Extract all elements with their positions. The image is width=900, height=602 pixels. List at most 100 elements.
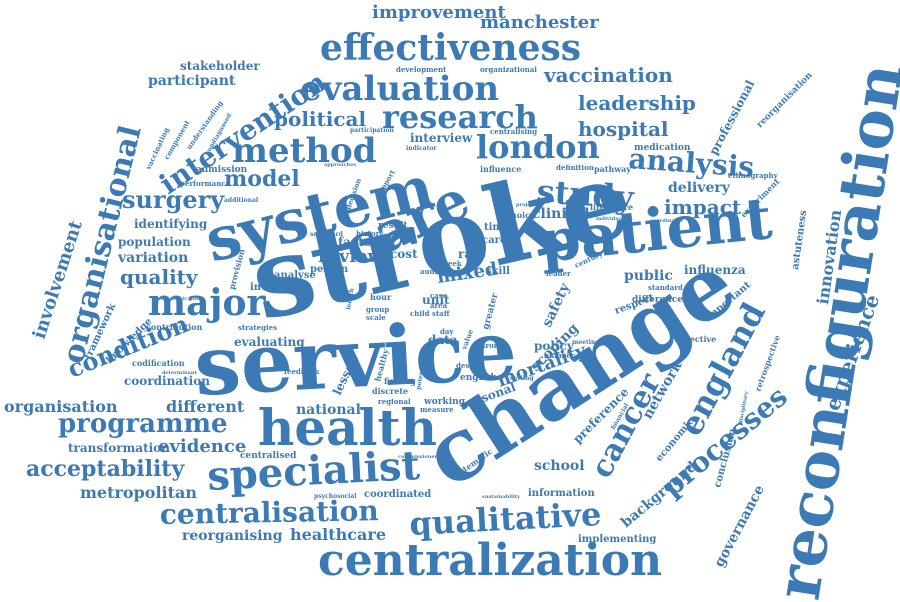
word-organizational: organizational — [480, 65, 537, 74]
word-project: project — [516, 202, 537, 208]
word-indicator: indicator — [406, 145, 437, 152]
word-standard: standard — [648, 283, 683, 292]
word-surgery: surgery — [122, 185, 225, 214]
word-variation: variation — [117, 250, 188, 266]
word-evaluating: evaluating — [234, 335, 305, 349]
word-measure: measure — [420, 405, 454, 414]
word-design: design — [456, 361, 482, 370]
word-policy: policy — [534, 339, 575, 353]
word-background: background — [618, 458, 700, 531]
word-influenza: influenza — [684, 263, 746, 277]
word-ethnography: ethnography — [728, 171, 779, 180]
word-disciplinary: disciplinary — [738, 390, 750, 424]
word-development: development — [396, 65, 447, 74]
word-codification: codification — [132, 358, 185, 368]
word-implementing: implementing — [578, 534, 656, 545]
word-organisation: organisation — [4, 397, 118, 416]
word-individual: individual — [596, 216, 624, 222]
word-sustainability: sustainability — [482, 494, 521, 500]
word-interview: interview — [410, 131, 473, 145]
word-centralised: centralised — [240, 451, 297, 461]
word-literature: literature — [590, 202, 633, 212]
word-stakeholder: stakeholder — [180, 59, 260, 73]
word-area: area — [430, 301, 448, 310]
word-person: person — [310, 264, 349, 275]
word-commissioner: commissioner — [398, 454, 438, 460]
word-working: working — [423, 397, 466, 407]
word-approaches: approaches — [324, 162, 356, 168]
word-public: public — [624, 268, 673, 284]
word-performance: performance — [180, 179, 231, 188]
word-communication: communication — [158, 296, 202, 302]
word-professional: professional — [706, 77, 757, 157]
word-audit: audit — [420, 267, 441, 276]
word-week: week — [441, 259, 462, 268]
word-school: school — [534, 458, 585, 474]
word-scorecard: scorecard — [310, 231, 344, 238]
word-medication: medication — [634, 143, 691, 153]
word-time: time — [484, 222, 509, 233]
word-quality: quality — [120, 265, 199, 289]
word-coordinated: coordinated — [364, 489, 431, 500]
word-reconfiguration: reconfiguration — [761, 58, 900, 602]
word-analyse: analyse — [274, 270, 316, 281]
word-coordination: coordination — [124, 374, 210, 388]
word-different: different — [166, 397, 245, 416]
word-service: service — [192, 302, 519, 415]
word-scale: scale — [366, 313, 386, 322]
word-unit: unit — [422, 293, 450, 307]
word-effectiveness: effectiveness — [320, 27, 581, 69]
word-length: length — [345, 287, 356, 310]
word-astuteness: astuteness — [790, 209, 809, 270]
word-contribution: contribution — [146, 322, 202, 332]
word-hospital: hospital — [578, 117, 669, 141]
word-rare: rare — [458, 247, 486, 261]
word-skill: skill — [486, 266, 510, 277]
word-chronic: chronic — [476, 341, 506, 350]
word-meeting: meeting — [572, 339, 600, 346]
word-admission: admission — [196, 165, 248, 175]
word-strategies: strategies — [238, 323, 277, 332]
word-centralisation: centralisation — [160, 494, 379, 531]
word-discrete: discrete — [372, 386, 408, 396]
word-evidence: evidence — [158, 436, 246, 457]
word-objective: objective — [676, 334, 716, 344]
word-result: result — [378, 221, 408, 231]
word-number: number — [544, 351, 575, 360]
word-transformation: transformation — [68, 441, 170, 455]
word-data: data — [428, 333, 458, 347]
word-identifying: identifying — [134, 217, 208, 231]
word-method: method — [232, 131, 376, 171]
word-metropolitan: metropolitan — [80, 483, 197, 502]
word-research: research — [382, 98, 538, 136]
word-population: population — [118, 235, 191, 249]
word-day: day — [440, 327, 454, 336]
word-centralization: centralization — [318, 535, 662, 586]
word-additional: additional — [224, 197, 259, 204]
word-definition: definition — [556, 163, 594, 172]
word-improvement: improvement — [372, 2, 506, 23]
word-vaccination: vaccination — [543, 63, 673, 87]
word-london: london — [476, 128, 600, 166]
word-history: history — [356, 229, 384, 238]
word-political: political — [274, 107, 366, 131]
word-impact: impact — [664, 195, 742, 219]
word-determinant: determinant — [162, 370, 198, 376]
word-acceptability: acceptability — [26, 456, 185, 482]
word-staff: staff — [432, 309, 451, 318]
word-evaluation: evaluation — [300, 69, 499, 109]
word-leader: leader — [546, 269, 571, 278]
word-child: child — [410, 309, 430, 318]
word-health: health — [258, 398, 437, 457]
word-participant: participant — [148, 73, 236, 89]
word-delivery: delivery — [668, 180, 731, 196]
word-review: review — [318, 246, 384, 267]
word-reorganisation: reorganisation — [755, 70, 815, 130]
word-regional: regional — [378, 397, 411, 406]
word-finding: finding — [384, 376, 416, 386]
word-choice: choice — [506, 210, 535, 220]
word-case: case — [430, 291, 448, 300]
word-group: group — [366, 305, 389, 314]
